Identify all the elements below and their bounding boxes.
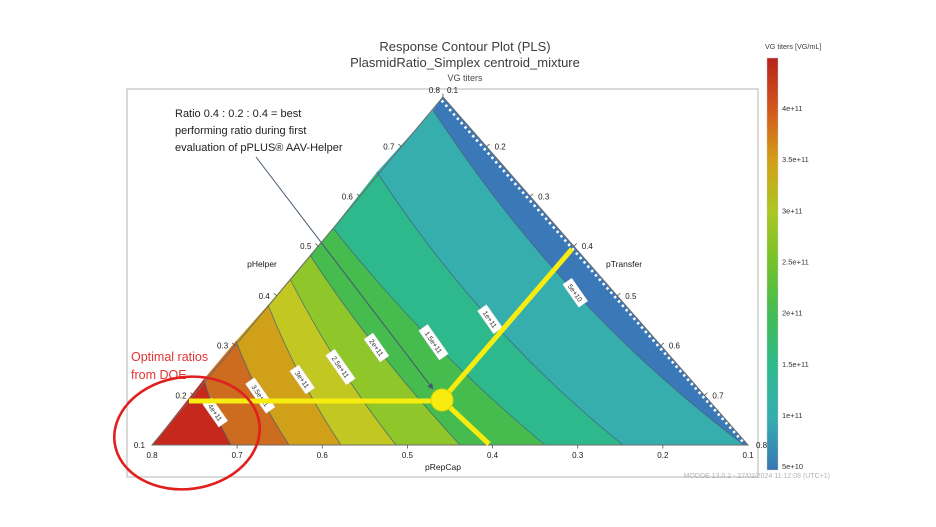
- right-axis-tick-label: 0.6: [669, 342, 681, 351]
- annotation-arrow: [255, 156, 434, 390]
- left-axis-tick-label: 0.8: [429, 86, 441, 95]
- optimal-region-ellipse: [112, 375, 262, 491]
- colorbar-tick-label: 1e+11: [782, 411, 803, 420]
- tick-mark: [660, 342, 665, 346]
- left-axis-tick-label: 0.1: [134, 441, 146, 450]
- band-red: [152, 379, 231, 445]
- plot-frame: [126, 88, 759, 478]
- bottom-axis-tick-label: 0.5: [402, 451, 414, 460]
- tick-mark: [486, 143, 490, 148]
- tick-mark: [529, 193, 534, 197]
- right-axis-tick-label: 0.4: [582, 242, 594, 251]
- tick-mark: [617, 292, 621, 297]
- colorbar-tick-label: 5e+10: [782, 462, 803, 471]
- bottom-axis-tick-label: 0.8: [146, 451, 158, 460]
- contour-label-box: [477, 304, 503, 335]
- right-axis-tick-label: 0.3: [538, 192, 550, 201]
- chart-title: Response Contour Plot (PLS): [379, 39, 551, 54]
- annotation-arrow-line: [255, 156, 434, 390]
- tick-mark: [190, 392, 194, 396]
- colorbar-gradient: [766, 57, 779, 471]
- bottom-axis-tick-label: 0.7: [232, 451, 244, 460]
- tick-mark: [573, 243, 577, 247]
- best-ratio-annotation: Ratio 0.4 : 0.2 : 0.4 = best performing …: [175, 108, 343, 154]
- right-axis-tick-label: 0.8: [756, 441, 768, 450]
- title-block: Response Contour Plot (PLS) PlasmidRatio…: [265, 39, 665, 84]
- optimal-region-circle: [112, 375, 262, 491]
- dotted-constraint-edge: [440, 99, 746, 445]
- yellow-line-pTransfer: [440, 247, 574, 402]
- tick-mark: [398, 143, 402, 148]
- tick-mark: [315, 243, 319, 247]
- contour-label-box: [289, 364, 316, 395]
- left-axis-tick-label: 0.3: [217, 342, 229, 351]
- colorbar-tick-label: 4e+11: [782, 104, 803, 113]
- left-axis-title: pHelper: [247, 259, 277, 269]
- bottom-axis-tick-label: 0.1: [742, 451, 754, 460]
- left-axis-tick-label: 0.4: [259, 292, 271, 301]
- left-axis-tick-label: 0.2: [175, 391, 187, 400]
- colorbar-tick-label: 2e+11: [782, 309, 803, 318]
- contour-label-box: [562, 277, 589, 308]
- tick-mark: [231, 342, 236, 346]
- left-axis-tick-label: 0.7: [383, 143, 395, 152]
- left-axis-tick-label: 0.5: [300, 242, 312, 251]
- response-label: VG titers: [447, 73, 483, 83]
- colorbar-tick-label: 2.5e+11: [782, 257, 809, 266]
- colorbar-tick-label: 3.5e+11: [782, 155, 809, 164]
- right-axis-title: pTransfer: [606, 259, 642, 269]
- contour-label-box: [363, 332, 390, 363]
- colorbar-tick-label: 1.5e+11: [782, 360, 809, 369]
- colorbar-tick-label: 3e+11: [782, 206, 803, 215]
- colorbar: 4e+11 3.5e+11 3e+11 2.5e+11 2e+11 1.5e+11 1e+1…: [766, 57, 809, 471]
- band: [377, 110, 744, 445]
- band: [236, 305, 341, 445]
- bottom-axis-title: pRepCap: [425, 462, 461, 472]
- colorbar-title: VG titers [VG/mL]: [765, 42, 822, 51]
- tick-mark: [356, 193, 361, 197]
- bottom-axis-tick-label: 0.2: [657, 451, 669, 460]
- band: [333, 172, 623, 445]
- chart-subtitle: PlasmidRatio_Simplex centroid_mixture: [350, 55, 580, 70]
- bottom-axis-tick-label: 0.6: [317, 451, 329, 460]
- right-axis-tick-label: 0.5: [625, 292, 637, 301]
- axis-ticks-and-labels: 0.10.20.30.40.50.60.70.8 0.10.20.30.40.50…: [134, 86, 768, 472]
- bottom-axis-tick-label: 0.4: [487, 451, 499, 460]
- reference-ratio-crosshair: [189, 247, 574, 446]
- tick-mark: [704, 392, 708, 396]
- bottom-axis-tick-label: 0.3: [572, 451, 584, 460]
- contour-label-box: [418, 324, 449, 361]
- triangle-edges: [150, 93, 750, 449]
- triangle-outline: [150, 96, 750, 446]
- right-axis-tick-label: 0.1: [447, 86, 459, 95]
- left-axis-tick-label: 0.6: [342, 192, 354, 201]
- right-axis-tick-label: 0.2: [495, 143, 507, 152]
- reference-point-marker: [430, 388, 454, 412]
- right-axis-tick-label: 0.7: [712, 391, 724, 400]
- tick-mark: [273, 292, 277, 297]
- contour-label-box: [325, 348, 356, 386]
